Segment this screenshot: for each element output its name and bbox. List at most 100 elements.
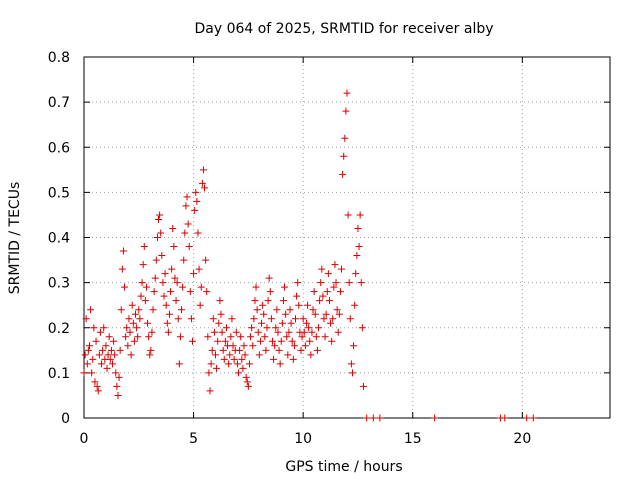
data-point [255,351,263,359]
data-point [161,270,169,278]
data-point [249,342,257,350]
data-point [108,360,116,368]
data-point [233,360,241,368]
data-point [126,328,134,336]
data-point [315,324,323,332]
data-point [137,292,145,300]
data-point [237,333,245,341]
data-point [199,166,207,174]
data-point [294,279,302,287]
data-point [263,324,271,332]
y-tick-label: 0.7 [48,95,70,111]
data-point [84,346,92,354]
data-point [123,324,131,332]
data-point [192,188,200,196]
data-point [198,179,206,187]
data-point [225,360,233,368]
data-point [333,306,341,314]
data-point [260,310,268,318]
data-point [195,265,203,273]
data-point [206,387,214,395]
data-point [197,283,205,291]
data-point [229,342,237,350]
data-point [122,333,130,341]
chart-title: Day 064 of 2025, SRMTID for receiver alb… [194,21,493,37]
data-point [340,152,348,160]
data-point [285,328,293,336]
data-point [256,337,264,345]
data-point [523,414,531,422]
data-point [228,315,236,323]
data-point [300,328,308,336]
data-point [351,301,359,309]
data-point [252,283,260,291]
data-point [132,310,140,318]
data-point [330,283,338,291]
data-point [251,297,259,305]
data-point [325,297,333,305]
data-point [124,342,132,350]
data-point [125,315,133,323]
y-tick-label: 0.1 [48,366,70,382]
data-point [299,315,307,323]
data-point [146,351,154,359]
data-point [354,224,362,232]
data-point [121,283,129,291]
data-point [352,270,360,278]
data-point [276,360,284,368]
data-point [343,89,351,97]
data-point [306,337,314,345]
data-point [304,301,312,309]
data-point [284,351,292,359]
x-tick-label: 15 [404,431,422,447]
data-point [170,243,178,251]
data-point [171,274,179,282]
data-point [168,265,176,273]
data-point [128,301,136,309]
data-point [305,324,313,332]
data-point [182,202,190,210]
data-point [88,369,96,377]
data-point [324,270,332,278]
data-point [357,279,365,287]
data-point [127,351,135,359]
data-point [87,306,95,314]
data-point [174,315,182,323]
data-point [313,346,321,354]
data-point [107,346,115,354]
data-point [308,328,316,336]
data-point [376,414,384,422]
data-point [185,243,193,251]
data-point [141,297,149,305]
data-point [271,342,279,350]
data-point [431,414,439,422]
data-point [163,319,171,327]
data-point [160,292,168,300]
data-point [339,170,347,178]
data-point [328,337,336,345]
y-axis-label: SRMTID / TECUs [7,182,23,295]
data-point [295,301,303,309]
data-point [83,360,91,368]
data-point [273,306,281,314]
data-point [338,265,346,273]
data-point [183,193,191,201]
data-point [104,351,112,359]
data-point [156,211,164,219]
data-point [335,310,343,318]
y-tick-label: 0.6 [48,140,70,156]
data-point [190,270,198,278]
data-point [301,342,309,350]
data-point [196,301,204,309]
data-point [287,319,295,327]
data-point [258,319,266,327]
data-point [164,328,172,336]
data-point [501,414,509,422]
data-point [342,107,350,115]
data-point [282,310,290,318]
data-point [238,355,246,363]
data-point [293,292,301,300]
data-point [319,292,327,300]
data-point [140,243,148,251]
data-point [217,310,225,318]
